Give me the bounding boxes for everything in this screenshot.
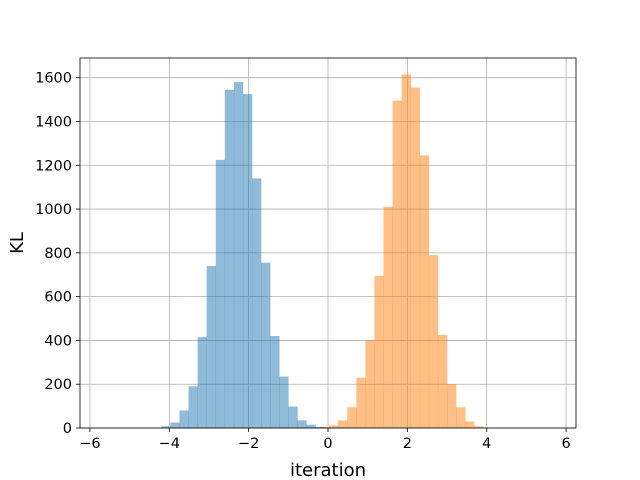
x-tick-label: 4 [482,436,491,452]
histogram-bar [233,82,244,429]
y-tick-label: 1400 [35,114,72,130]
histogram-bar [215,159,226,428]
histogram-bar [161,426,171,428]
histogram-bar [437,334,448,428]
histogram-bar [428,255,439,428]
histogram-bar [270,336,280,428]
x-tick-label: −6 [79,436,100,452]
histogram-bar [261,262,271,428]
y-tick-label: 1200 [35,158,72,174]
y-axis-label: KL [7,232,28,254]
histogram-bar [474,426,484,428]
histogram-bar [179,410,189,428]
y-tick-label: 600 [44,290,72,306]
histogram-bar [224,89,235,429]
histogram-bar [188,386,198,428]
histogram-bar [419,155,430,429]
histogram-bar [206,265,217,428]
histogram-bar [320,426,330,428]
x-tick-label: 0 [323,436,332,452]
x-tick-label: 2 [403,436,412,452]
x-tick-label: 6 [561,436,570,452]
histogram-bar [374,275,384,428]
histogram-bar [252,178,262,428]
histogram-bar [297,420,307,428]
histogram-bar [401,74,412,429]
y-tick-label: 400 [44,333,72,349]
x-tick-label: −2 [238,436,259,452]
histogram-bars [161,74,484,429]
histogram-bar [447,384,457,428]
histogram-bar [197,337,207,428]
y-tick-label: 800 [44,246,72,262]
histogram-bar [288,406,298,428]
x-tick-label: −4 [159,436,180,452]
x-axis-label: iteration [290,460,366,480]
histogram-bar [410,87,421,428]
histogram-bar [392,100,402,428]
histogram-bar [306,424,316,428]
histogram-bar [329,425,339,428]
y-tick-label: 1000 [35,202,72,218]
y-tick-label: 0 [63,421,72,437]
histogram-bar [242,94,253,428]
histogram-bar [456,407,466,428]
histogram-bar [338,420,348,428]
histogram-bar [170,422,180,428]
histogram-bar [279,376,289,428]
histogram-bar [465,421,475,428]
histogram-bar [356,377,366,428]
axis-ticks: −6 −4 −2 0 2 4 6 0 200 400 600 800 1000 1200 1400 1600 [35,71,571,452]
histogram-bar [347,407,357,428]
y-tick-label: 1600 [35,71,72,87]
histogram-bar [365,340,375,428]
histogram-bar [383,206,393,428]
y-tick-label: 200 [44,377,72,393]
